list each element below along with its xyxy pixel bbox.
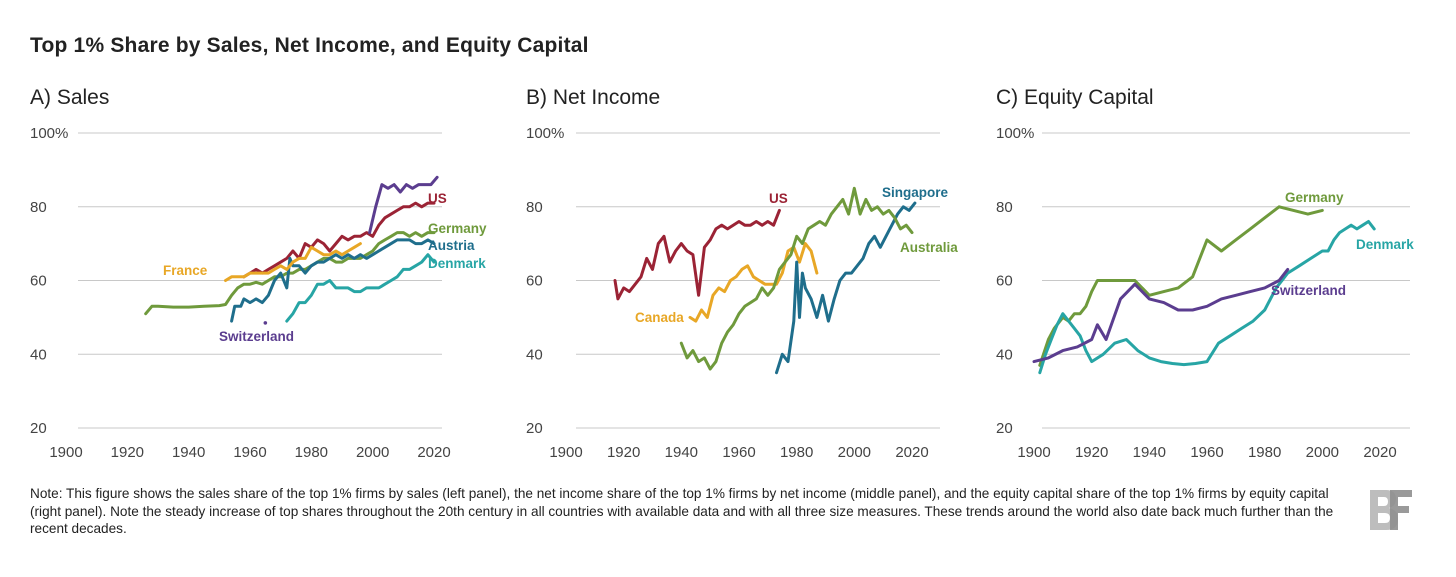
panel-title-3: C) Equity Capital	[996, 86, 1154, 109]
y-tick-label: 100%	[526, 125, 564, 142]
y-tick-label: 40	[30, 346, 47, 363]
series-label-switzerland: Switzerland	[1271, 283, 1346, 298]
x-tick-label: 1980	[295, 444, 328, 461]
series-label-australia: Australia	[900, 240, 958, 255]
x-tick-label: 1940	[1133, 444, 1166, 461]
x-tick-label: 1900	[49, 444, 82, 461]
series-line-france	[224, 242, 362, 282]
x-tick-label: 2000	[1306, 444, 1339, 461]
series-label-singapore: Singapore	[882, 185, 949, 200]
y-tick-label: 40	[526, 346, 543, 363]
y-tick-label: 100%	[996, 125, 1034, 142]
series-label-denmark: Denmark	[1356, 237, 1414, 252]
y-tick-label: 40	[996, 346, 1013, 363]
x-tick-label: 1900	[549, 444, 582, 461]
x-tick-label: 1920	[111, 444, 144, 461]
series-label-canada: Canada	[635, 310, 684, 325]
series-label-us: US	[769, 191, 788, 206]
y-tick-label: 20	[526, 420, 543, 437]
series-line-australia	[679, 186, 914, 371]
x-tick-label: 2020	[1363, 444, 1396, 461]
series-label-us: US	[428, 191, 447, 206]
x-tick-label: 2020	[895, 444, 928, 461]
x-tick-label: 1920	[1075, 444, 1108, 461]
series-line-us	[613, 208, 781, 301]
y-tick-label: 20	[996, 420, 1013, 437]
x-tick-label: 2000	[838, 444, 871, 461]
x-tick-label: 1960	[722, 444, 755, 461]
series-line-austria	[230, 238, 436, 323]
x-tick-label: 1940	[665, 444, 698, 461]
series-line-canada	[688, 242, 819, 323]
y-tick-label: 80	[526, 199, 543, 216]
series-line-switzerland	[368, 175, 439, 235]
series-line-us	[242, 201, 436, 279]
y-tick-label: 80	[996, 199, 1013, 216]
series-point-switzerland	[263, 321, 268, 325]
y-tick-label: 20	[30, 420, 47, 437]
x-tick-label: 1900	[1017, 444, 1050, 461]
y-tick-label: 60	[996, 273, 1013, 290]
series-line-switzerland	[1032, 267, 1290, 364]
series-line-singapore	[775, 201, 917, 375]
panel-title-1: A) Sales	[30, 86, 109, 109]
panel-title-2: B) Net Income	[526, 86, 660, 109]
series-line-denmark	[1038, 220, 1376, 375]
x-tick-label: 2000	[356, 444, 389, 461]
x-tick-label: 1940	[172, 444, 205, 461]
x-tick-label: 2020	[417, 444, 450, 461]
series-label-switzerland: Switzerland	[219, 329, 294, 344]
figure-note: Note: This figure shows the sales share …	[30, 486, 1334, 536]
x-tick-label: 1980	[780, 444, 813, 461]
series-label-france: France	[163, 263, 208, 278]
series-line-denmark	[285, 253, 436, 323]
x-tick-label: 1980	[1248, 444, 1281, 461]
series-label-germany: Germany	[428, 221, 487, 236]
chart-title: Top 1% Share by Sales, Net Income, and E…	[30, 34, 589, 57]
y-tick-label: 60	[526, 273, 543, 290]
charts-canvas: A) Sales 20 40 60 80 100% 1900 1920 1940 1960 1980…	[30, 86, 1414, 461]
series-label-germany: Germany	[1285, 190, 1344, 205]
x-tick-label: 1960	[233, 444, 266, 461]
y-tick-label: 80	[30, 199, 47, 216]
series-label-austria: Austria	[428, 238, 475, 253]
bf-logo	[1370, 490, 1412, 530]
x-tick-label: 1920	[607, 444, 640, 461]
series-label-denmark: Denmark	[428, 256, 486, 271]
y-tick-label: 60	[30, 273, 47, 290]
x-tick-label: 1960	[1190, 444, 1223, 461]
y-tick-label: 100%	[30, 125, 68, 142]
